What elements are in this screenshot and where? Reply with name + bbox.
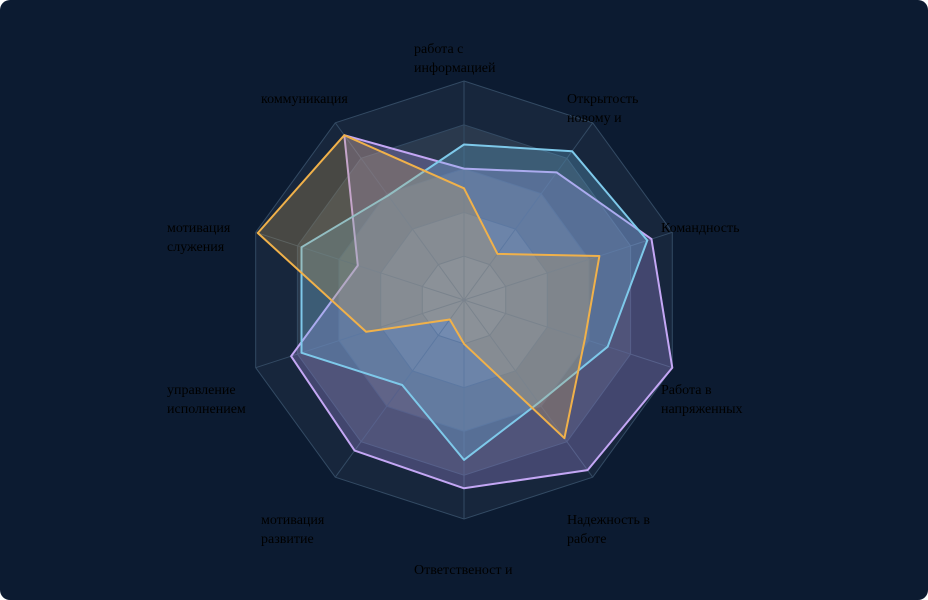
series-1-polygon [290,134,674,490]
axis-label-motivaciya-razvitie: мотивация развитие [261,513,325,547]
radar-series [256,134,674,490]
axis-label-otkrytost-novomu: Открытость новому и инициативност [567,92,639,126]
grid-spoke-3 [463,299,673,369]
series-2-polygon [300,143,649,461]
grid-spoke-4 [463,299,594,478]
axis-label-rabota-s-informaciei: работа с информацией [414,42,496,76]
grid-spoke-6 [334,299,465,478]
grid-spoke-9 [334,122,465,301]
axis-label-otvetstvennost: Ответственост и [414,563,513,578]
radar-grid [255,80,673,520]
axis-label-kommunikaciya: коммуникация [261,92,348,107]
grid-spoke-1 [463,122,594,301]
axis-label-komandnost: Командность [661,221,740,236]
axis-label-upravlenie-ispolneniem: управление исполнением [167,383,246,417]
grid-spoke-8 [255,231,465,301]
axis-label-nadezhnost-v-rabote: Надежность в работе [567,513,651,547]
axis-label-rabota-v-napryazhennyh-usloviyah: Работа в напряженных условиях [661,383,743,417]
grid-spoke-2 [463,231,673,301]
series-3-polygon [256,134,601,440]
axis-label-motivaciya-sluzheniya: мотивация служения [167,221,231,255]
